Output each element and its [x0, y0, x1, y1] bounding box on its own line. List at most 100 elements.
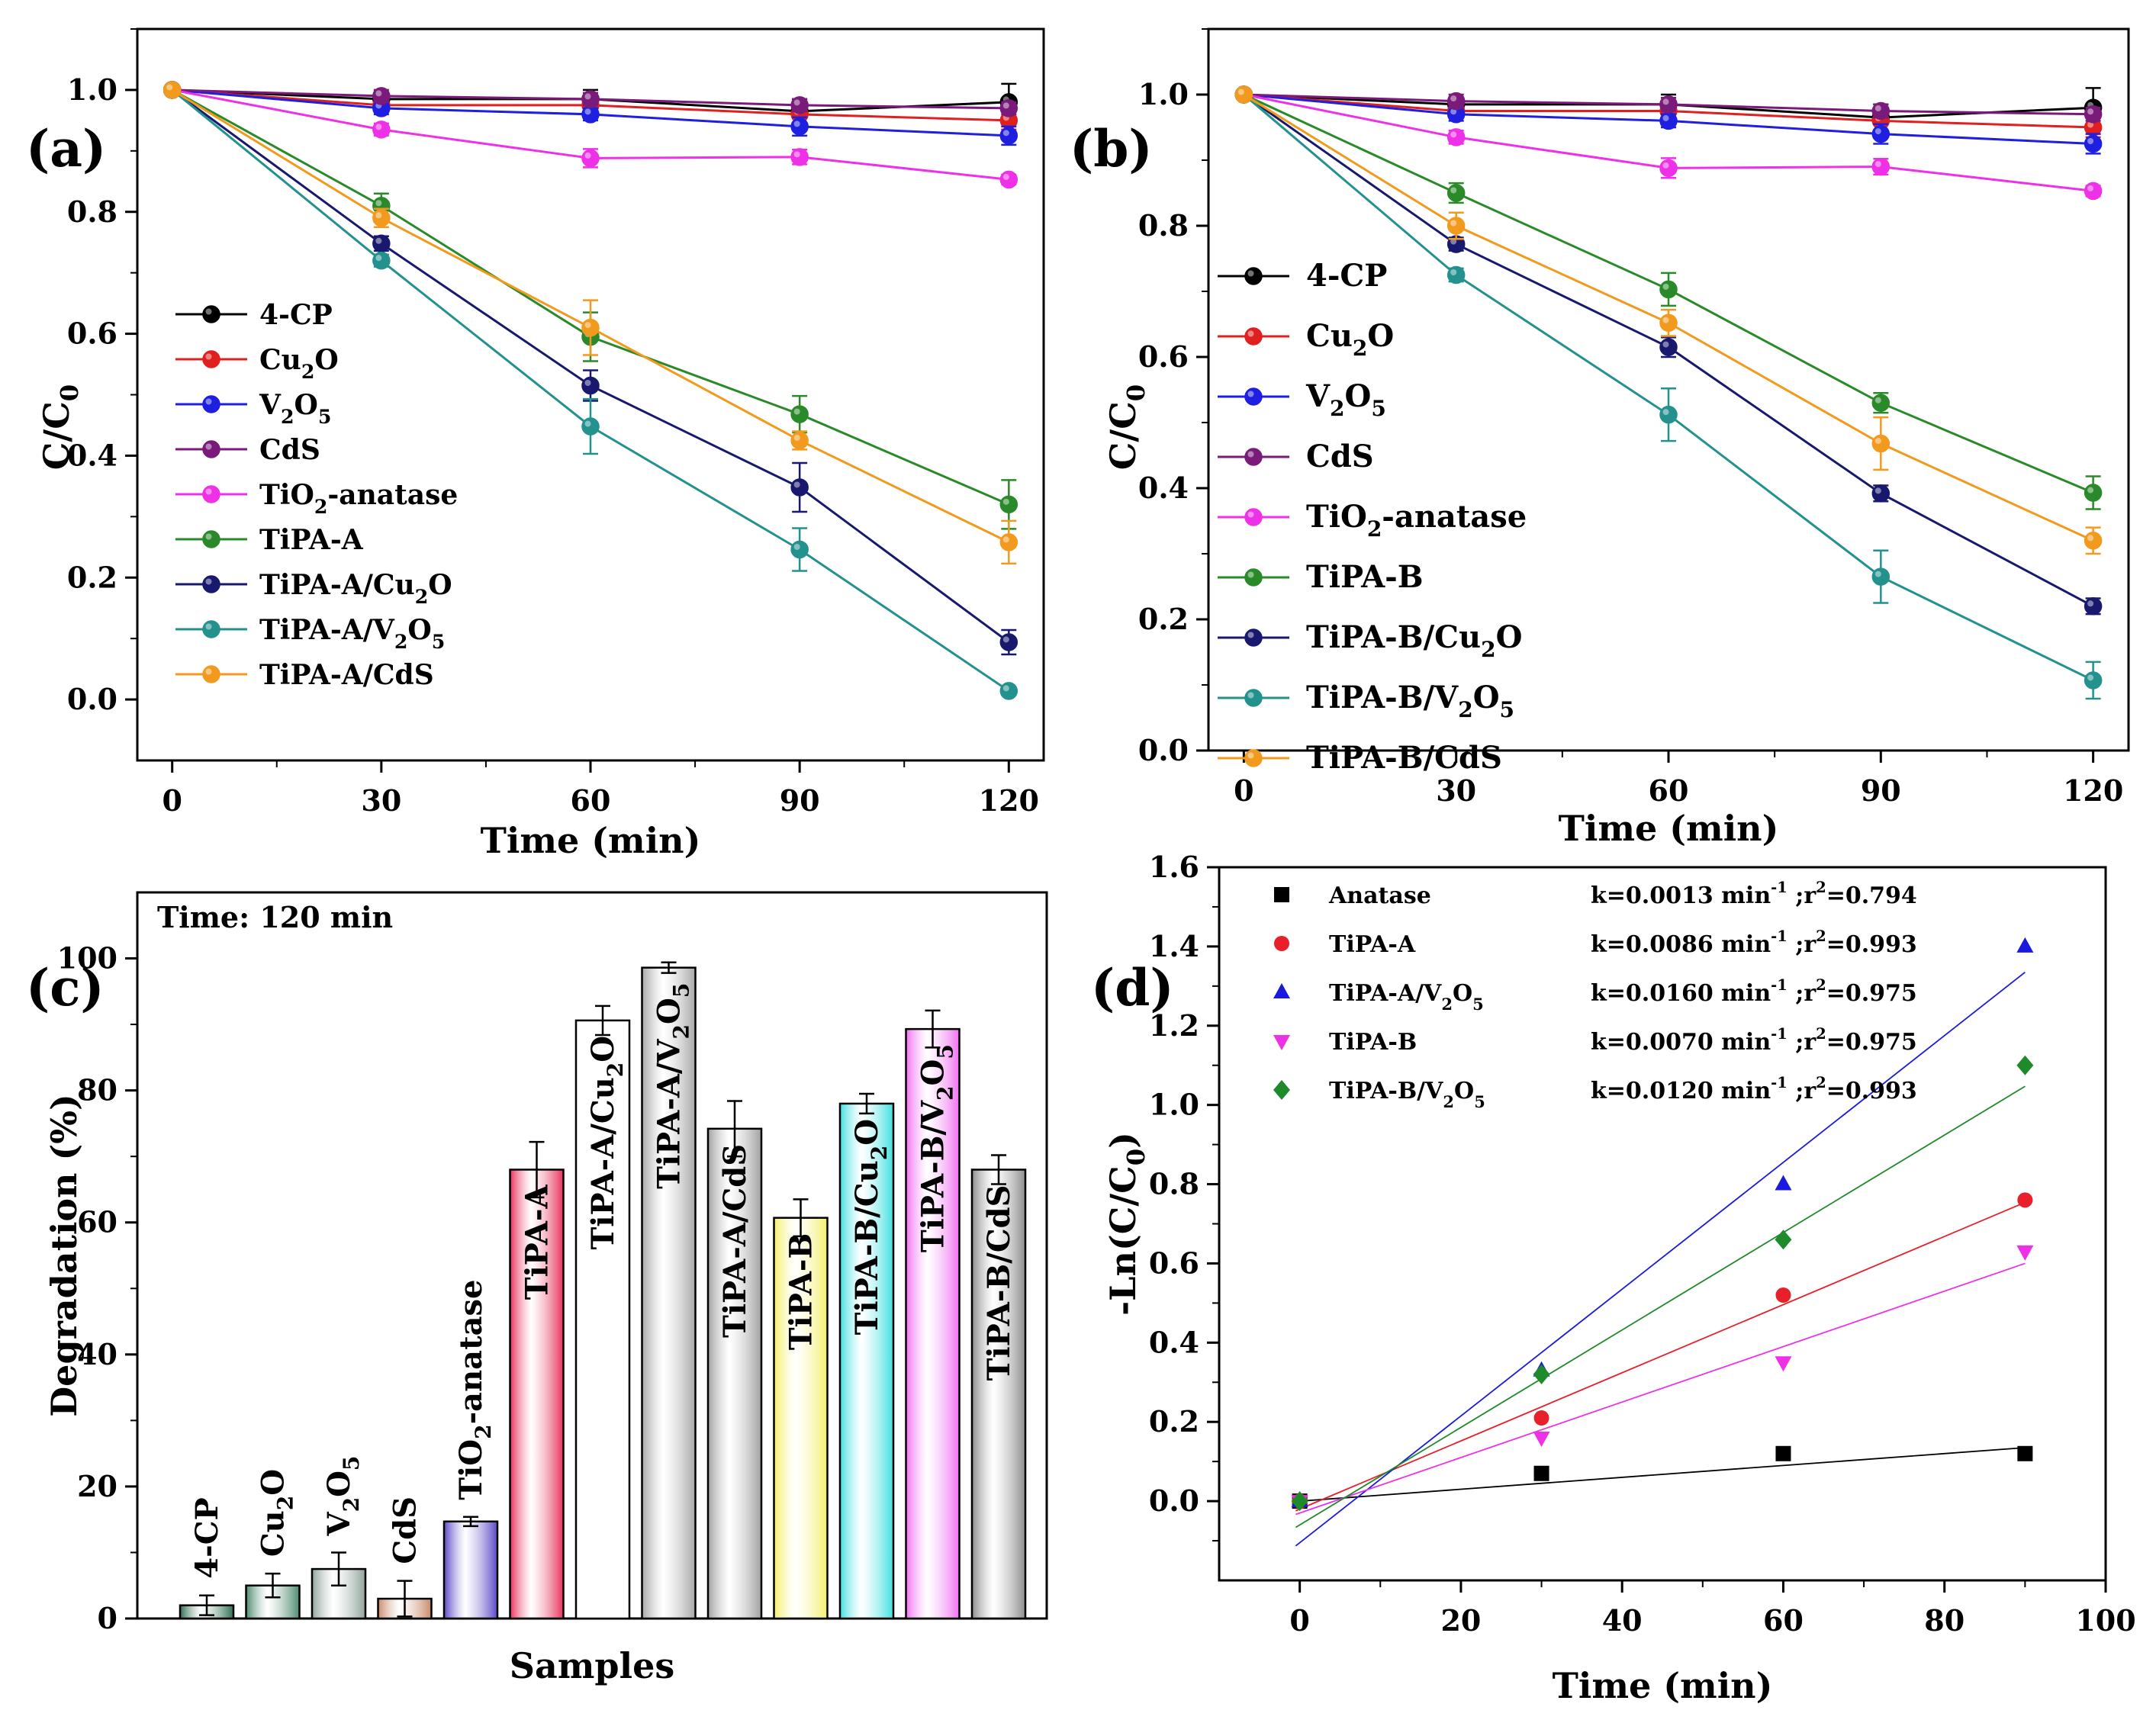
data-point-highlight: [375, 200, 382, 207]
data-point: [581, 318, 600, 337]
series-TiPA-A/CdS: [163, 81, 1018, 565]
data-point-highlight: [793, 99, 800, 106]
legend-label: TiPA-B: [1329, 1029, 1417, 1056]
data-point-highlight: [584, 152, 591, 159]
bar-label: TiPA-A/V2O5: [652, 983, 694, 1189]
data-point: [581, 149, 600, 168]
x-tick-label: 90: [1861, 773, 1901, 808]
y-tick-label: 20: [77, 1469, 117, 1503]
data-point: [999, 99, 1018, 117]
y-tick-label: 100: [57, 941, 117, 976]
x-tick-label: 0: [162, 783, 182, 818]
x-tick-label: 0: [1234, 773, 1253, 808]
data-point: [999, 127, 1018, 145]
legend-label: TiPA-A: [1329, 931, 1416, 958]
data-point-highlight: [375, 255, 382, 262]
data-point-highlight: [584, 322, 591, 329]
x-tick-label: 40: [1602, 1603, 1643, 1638]
legend-label: TiPA-A/V2O5: [1329, 980, 1484, 1014]
bar-label: 4-CP: [189, 1497, 225, 1578]
data-point-highlight: [1450, 187, 1457, 194]
data-point: [1446, 128, 1466, 146]
data-point-highlight: [1662, 341, 1669, 348]
legend-label: TiPA-A/CdS: [259, 659, 434, 691]
legend-label: Cu2O: [259, 344, 339, 383]
x-tick-label: 30: [1436, 773, 1476, 808]
legend-label: 4-CP: [1306, 258, 1387, 294]
data-point: [790, 405, 809, 423]
data-point: [1871, 484, 1891, 503]
bar-rect: [706, 1127, 763, 1620]
legend-label: TiPA-B/CdS: [1306, 740, 1502, 776]
legend-marker: [1244, 327, 1263, 346]
data-point: [2084, 484, 2103, 502]
legend-marker: [1244, 448, 1263, 466]
legend-marker: [1273, 1080, 1290, 1100]
data-point: [2016, 1055, 2034, 1075]
data-point: [1775, 1287, 1791, 1303]
panel-label: (b): [1070, 119, 1153, 178]
bar-Cu2O: Cu2O: [245, 1469, 301, 1620]
data-point-highlight: [1002, 102, 1009, 109]
data-point: [1871, 101, 1891, 121]
legend-marker-highlight: [205, 668, 212, 675]
bar-label: TiPA-A/CdS: [717, 1144, 753, 1338]
data-point-highlight: [793, 543, 800, 550]
data-point: [372, 234, 391, 253]
data-point: [2084, 134, 2103, 153]
bar-rect: [773, 1217, 829, 1620]
y-tick-label: 0.4: [1149, 1325, 1199, 1359]
y-tick-label: 0.0: [67, 682, 117, 716]
bar-label: V2O5: [321, 1456, 364, 1537]
bar-TiPA-B/V2O5: TiPA-B/V2O5: [905, 1009, 961, 1620]
bar-CdS: CdS: [377, 1496, 433, 1620]
legend-label: CdS: [1306, 439, 1374, 474]
data-point: [999, 170, 1018, 189]
data-point-highlight: [1662, 409, 1669, 416]
rate-constant-label: k=0.0086 min-1 ;r2=0.993: [1591, 927, 1917, 958]
data-point: [372, 251, 391, 270]
data-point-highlight: [1450, 220, 1457, 227]
y-tick-label: 0.8: [1138, 208, 1189, 243]
legend-label: TiPA-A/Cu2O: [259, 569, 452, 608]
data-point: [2017, 1445, 2033, 1461]
data-point: [2084, 182, 2103, 201]
data-point-highlight: [1450, 269, 1457, 275]
data-point: [581, 376, 600, 395]
bar-label: TiPA-B/V2O5: [915, 1044, 958, 1252]
y-axis-title: -Ln(C/C0): [1102, 1132, 1150, 1316]
data-point: [790, 431, 809, 450]
data-point: [1533, 1432, 1550, 1447]
legend-label: TiPA-A/V2O5: [259, 614, 445, 653]
bar-label: CdS: [388, 1496, 423, 1564]
x-tick-label: 120: [979, 783, 1039, 818]
x-axis-title: Samples: [510, 1645, 675, 1686]
data-point: [581, 105, 600, 124]
data-point-highlight: [2087, 108, 2094, 115]
data-point-highlight: [584, 108, 591, 115]
data-point: [1775, 1445, 1791, 1461]
data-point: [1446, 184, 1466, 202]
plot-frame: [1218, 866, 2107, 1582]
data-point: [1659, 95, 1678, 114]
y-tick-label: 0.2: [1149, 1404, 1199, 1439]
data-point-highlight: [1002, 498, 1009, 505]
data-point: [790, 540, 809, 559]
legend-marker-highlight: [1247, 692, 1254, 699]
panel-label: (a): [26, 119, 106, 178]
data-point-highlight: [793, 481, 800, 488]
x-tick-label: 30: [361, 783, 401, 818]
legend-marker-highlight: [1247, 330, 1254, 337]
legend-marker-highlight: [1247, 571, 1254, 578]
bar-label: TiPA-B/CdS: [981, 1185, 1017, 1381]
bar-label: TiO2-anatase: [453, 1280, 496, 1500]
data-point: [999, 495, 1018, 514]
data-point: [790, 478, 809, 497]
bar-TiPA-A/V2O5: TiPA-A/V2O5: [641, 961, 697, 1620]
x-tick-label: 60: [1649, 773, 1689, 808]
fit-line: [1295, 971, 2026, 1547]
data-point-highlight: [1002, 536, 1009, 543]
legend-marker-highlight: [205, 578, 212, 585]
data-point-highlight: [1450, 108, 1457, 115]
y-tick-label: 0.0: [1138, 733, 1189, 767]
